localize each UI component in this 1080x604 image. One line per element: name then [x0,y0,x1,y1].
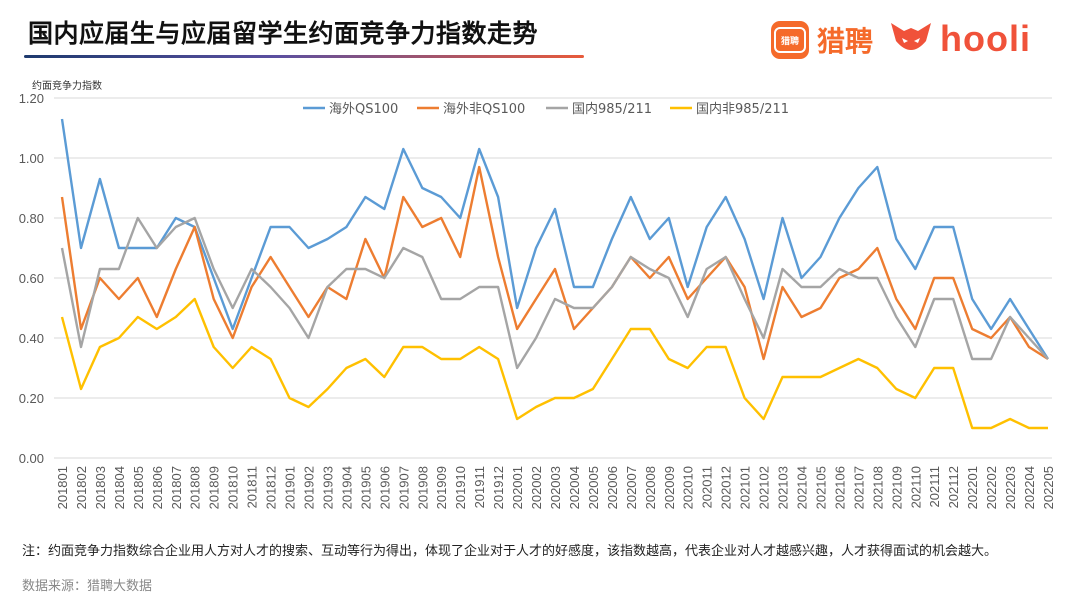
x-tick-label: 202001 [510,466,525,509]
x-tick-label: 202107 [851,466,866,509]
x-tick-label: 202202 [984,466,999,509]
x-tick-label: 201905 [358,466,373,509]
y-tick-label: 0.00 [19,451,44,466]
x-tick-label: 202111 [927,466,942,507]
x-tick-label: 201803 [93,466,108,509]
legend: 海外QS100 海外非QS100 国内985/211 国内非985/211 [303,101,789,117]
x-tick-label: 202010 [681,466,696,509]
series-line-2 [60,165,1049,361]
x-tick-label: 201801 [55,466,70,509]
hooli-logo: hooli [888,18,1031,60]
x-tick-label: 202008 [643,466,658,509]
liepin-logo-mark-text: 猎聘 [774,27,806,53]
line-chart: 约面竞争力指数 0.00 0.20 0.40 0.60 0.80 1.00 1.20 201… [19,79,1056,509]
legend-item: 国内985/211 [546,101,652,117]
x-tick-label: 202011 [700,466,715,508]
x-tick-label: 201810 [226,466,241,509]
legend-label: 国内985/211 [572,101,652,117]
x-tick-label: 201904 [339,466,354,509]
y-tick-label: 0.40 [19,331,44,346]
x-tick-label: 201807 [169,466,184,509]
x-tick-label: 201901 [283,466,298,509]
x-tick-label: 202004 [567,466,582,509]
legend-item: 海外QS100 [303,102,398,117]
liepin-logo-text: 猎聘 [817,25,874,58]
liepin-logo-icon: 猎聘 [771,21,809,59]
x-tick-label: 201811 [245,466,260,508]
x-tick-label: 202012 [719,466,734,509]
legend-label: 海外非QS100 [443,102,525,117]
y-tick-labels: 0.00 0.20 0.40 0.60 0.80 1.00 1.20 [19,91,44,466]
x-tick-label: 202201 [965,466,980,509]
x-tick-label: 202112 [946,466,961,508]
page-title: 国内应届生与应届留学生约面竞争力指数走势 [28,19,539,48]
x-tick-label: 201910 [453,466,468,509]
x-tick-label: 201808 [188,466,203,509]
y-tick-label: 0.20 [19,391,44,406]
legend-label: 海外QS100 [329,102,398,117]
x-tick-label: 201908 [415,466,430,509]
x-tick-label: 202106 [832,466,847,509]
liepin-logo: 猎聘 猎聘 [771,20,873,60]
x-tick-label: 202109 [889,466,904,509]
x-tick-label: 202105 [813,466,828,509]
y-tick-label: 1.20 [19,91,44,106]
x-tick-label: 201912 [491,466,506,509]
x-tick-label: 201802 [74,466,89,509]
x-tick-label: 202002 [529,466,544,509]
x-tick-label: 202003 [548,466,563,509]
x-tick-label: 202104 [795,466,810,509]
x-tick-label: 202101 [738,466,753,509]
legend-item: 海外非QS100 [417,102,525,117]
x-tick-label: 202006 [605,466,620,509]
x-tick-label: 202009 [662,466,677,509]
x-tick-label: 201809 [207,466,222,509]
fox-icon [891,23,931,50]
hooli-logo-text: hooli [940,18,1031,59]
x-tick-label: 202007 [624,466,639,509]
legend-item: 国内非985/211 [670,101,789,117]
series-lines [60,118,1050,430]
x-tick-label: 202103 [776,466,791,509]
legend-label: 国内非985/211 [696,101,789,117]
footnote: 注：约面竞争力指数综合企业用人方对人才的搜索、互动等行为得出，体现了企业对于人才… [22,544,998,559]
x-tick-label: 201812 [264,466,279,509]
x-tick-label: 201911 [472,466,487,508]
x-tick-label: 202102 [757,466,772,509]
x-tick-label: 201909 [434,466,449,509]
x-tick-label: 202204 [1022,466,1037,509]
x-tick-label: 201906 [377,466,392,509]
data-source: 数据来源：猎聘大数据 [22,579,153,594]
x-tick-label: 201902 [302,466,317,509]
x-tick-label: 202110 [908,466,923,508]
x-tick-label: 202205 [1041,466,1056,509]
x-tick-label: 201805 [131,466,146,509]
title-underline [24,55,584,58]
x-tick-label: 201907 [396,466,411,509]
y-axis-label: 约面竞争力指数 [32,79,102,92]
x-tick-label: 201806 [150,466,165,509]
x-tick-label: 201903 [320,466,335,509]
x-tick-labels: 201801 201802 201803 201804 201805 201806 2018… [55,466,1056,509]
x-tick-label: 202005 [586,466,601,509]
y-tick-label: 0.60 [19,271,44,286]
series-line-4 [60,297,1048,430]
series-line-3 [60,216,1049,370]
y-tick-label: 1.00 [19,151,44,166]
y-tick-label: 0.80 [19,211,44,226]
x-tick-label: 202203 [1003,466,1018,509]
grid-lines [54,97,1052,459]
x-tick-label: 202108 [870,466,885,509]
series-line-1 [60,118,1050,360]
x-tick-label: 201804 [112,466,127,509]
